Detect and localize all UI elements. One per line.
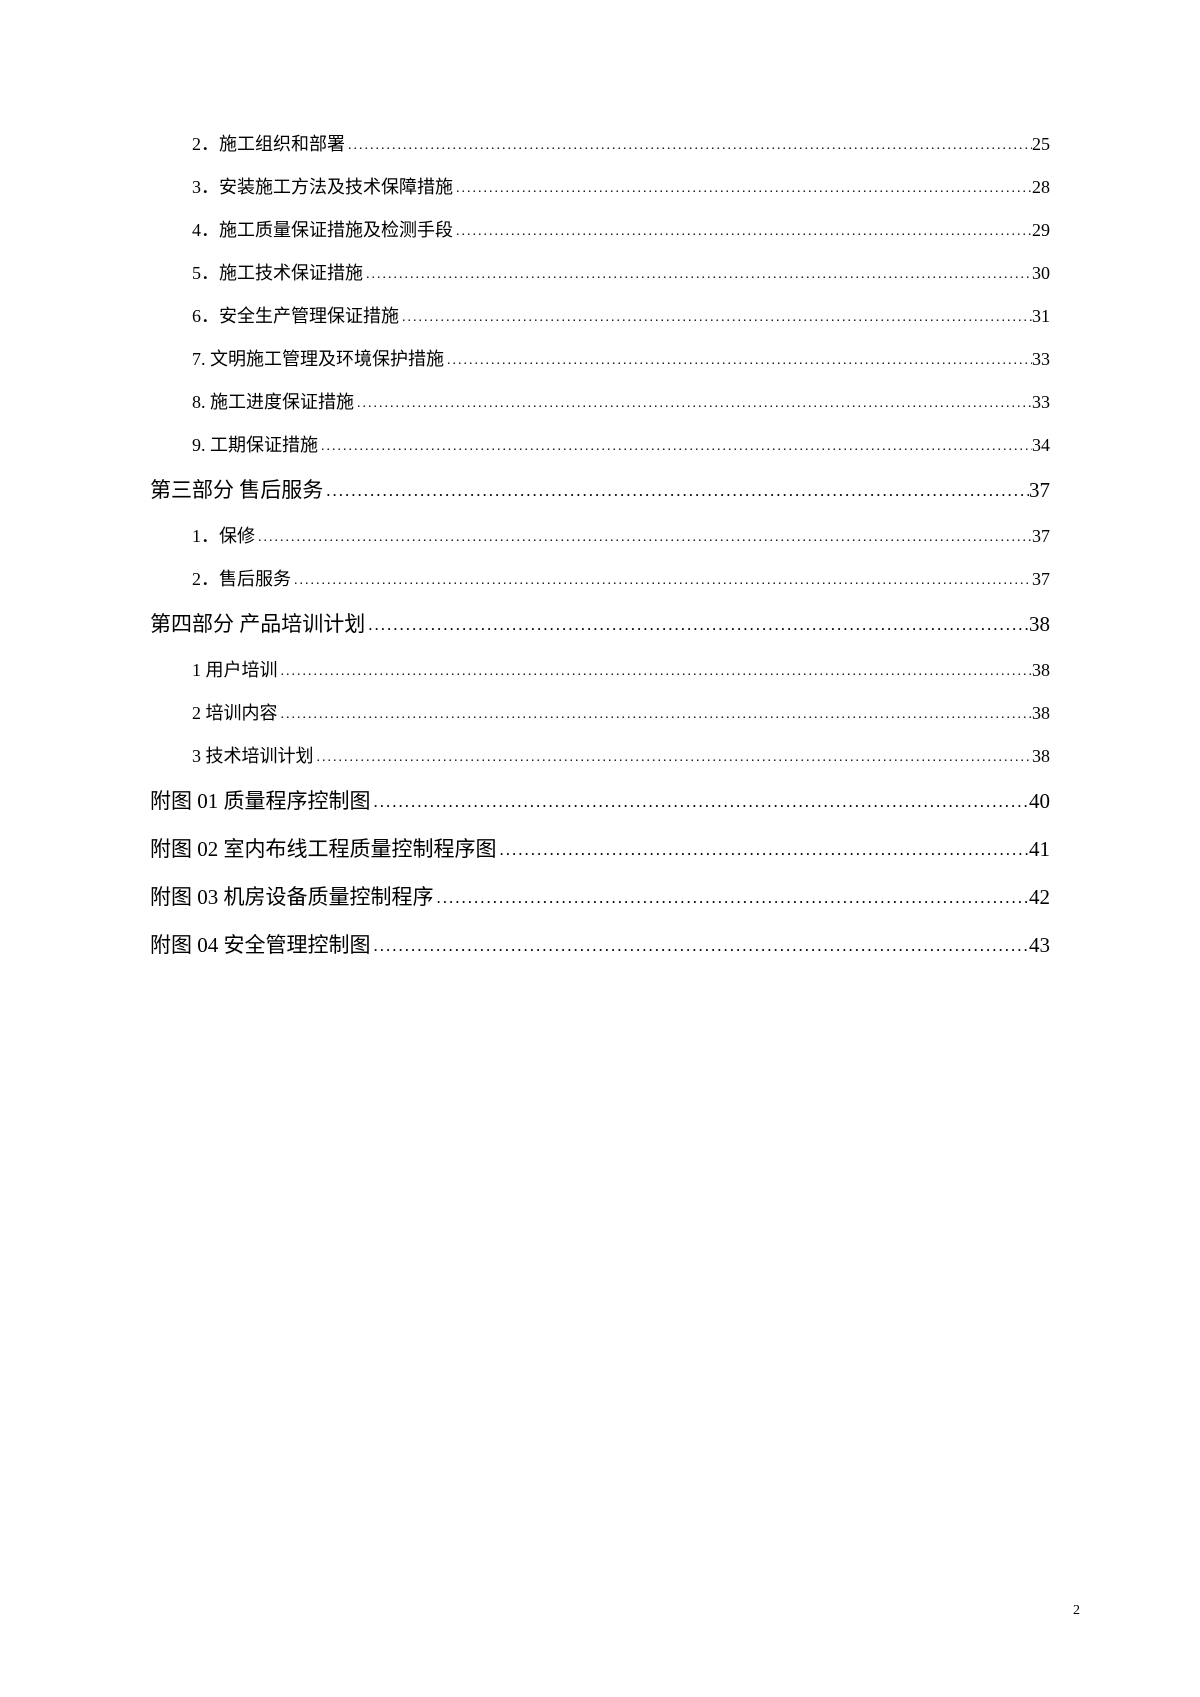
toc-entry: 1 用户培训..................................… bbox=[150, 656, 1050, 682]
toc-leader-dots: ........................................… bbox=[314, 750, 1033, 766]
toc-leader-dots: ........................................… bbox=[434, 888, 1030, 908]
toc-label: 7. 文明施工管理及环境保护措施 bbox=[192, 345, 444, 371]
toc-page-number: 31 bbox=[1032, 306, 1050, 327]
toc-label: 1．保修 bbox=[192, 522, 255, 548]
toc-leader-dots: ........................................… bbox=[453, 224, 1032, 240]
toc-page-number: 33 bbox=[1032, 349, 1050, 370]
toc-page-number: 38 bbox=[1032, 746, 1050, 767]
toc-leader-dots: ........................................… bbox=[345, 138, 1032, 154]
toc-page-number: 38 bbox=[1032, 660, 1050, 681]
toc-entry: 附图 02 室内布线工程质量控制程序图.....................… bbox=[150, 833, 1050, 863]
toc-label: 8. 施工进度保证措施 bbox=[192, 388, 354, 414]
toc-label: 附图 03 机房设备质量控制程序 bbox=[150, 881, 434, 911]
toc-entry: 8. 施工进度保证措施.............................… bbox=[150, 388, 1050, 414]
toc-page-number: 34 bbox=[1032, 435, 1050, 456]
toc-label: 第三部分 售后服务 bbox=[150, 474, 323, 504]
toc-leader-dots: ........................................… bbox=[453, 181, 1032, 197]
toc-leader-dots: ........................................… bbox=[363, 267, 1032, 283]
toc-leader-dots: ........................................… bbox=[278, 664, 1033, 680]
toc-label: 6．安全生产管理保证措施 bbox=[192, 302, 399, 328]
toc-label: 第四部分 产品培训计划 bbox=[150, 608, 365, 638]
toc-page-number: 37 bbox=[1029, 478, 1050, 503]
toc-page-number: 29 bbox=[1032, 220, 1050, 241]
toc-entry: 4．施工质量保证措施及检测手段.........................… bbox=[150, 216, 1050, 242]
toc-entry: 附图 01 质量程序控制图...........................… bbox=[150, 785, 1050, 815]
toc-label: 2．售后服务 bbox=[192, 565, 291, 591]
toc-leader-dots: ........................................… bbox=[444, 353, 1032, 369]
toc-entry: 5．施工技术保证措施..............................… bbox=[150, 259, 1050, 285]
toc-entry: 3．安装施工方法及技术保障措施.........................… bbox=[150, 173, 1050, 199]
toc-entry: 3 技术培训计划................................… bbox=[150, 742, 1050, 768]
toc-leader-dots: ........................................… bbox=[291, 573, 1032, 589]
toc-entry: 1．保修....................................… bbox=[150, 522, 1050, 548]
toc-leader-dots: ........................................… bbox=[371, 792, 1030, 812]
toc-entry: 7. 文明施工管理及环境保护措施........................… bbox=[150, 345, 1050, 371]
toc-entry: 9. 工期保证措施...............................… bbox=[150, 431, 1050, 457]
toc-page-number: 28 bbox=[1032, 177, 1050, 198]
toc-leader-dots: ........................................… bbox=[399, 310, 1032, 326]
toc-page-number: 40 bbox=[1029, 789, 1050, 814]
toc-label: 2 培训内容 bbox=[192, 699, 278, 725]
toc-page-number: 38 bbox=[1029, 612, 1050, 637]
toc-page-number: 33 bbox=[1032, 392, 1050, 413]
table-of-contents: 2．施工组织和部署...............................… bbox=[150, 130, 1050, 959]
toc-leader-dots: ........................................… bbox=[323, 481, 1029, 501]
toc-page-number: 37 bbox=[1032, 569, 1050, 590]
toc-label: 4．施工质量保证措施及检测手段 bbox=[192, 216, 453, 242]
toc-entry: 附图 03 机房设备质量控制程序........................… bbox=[150, 881, 1050, 911]
toc-page-number: 30 bbox=[1032, 263, 1050, 284]
toc-entry: 第三部分 售后服务...............................… bbox=[150, 474, 1050, 504]
toc-label: 9. 工期保证措施 bbox=[192, 431, 318, 457]
toc-entry: 2．施工组织和部署...............................… bbox=[150, 130, 1050, 156]
toc-page-number: 38 bbox=[1032, 703, 1050, 724]
toc-entry: 2．售后服务..................................… bbox=[150, 565, 1050, 591]
toc-entry: 第四部分 产品培训计划.............................… bbox=[150, 608, 1050, 638]
toc-entry: 2 培训内容..................................… bbox=[150, 699, 1050, 725]
toc-page-number: 37 bbox=[1032, 526, 1050, 547]
toc-entry: 附图 04 安全管理控制图...........................… bbox=[150, 929, 1050, 959]
toc-label: 3 技术培训计划 bbox=[192, 742, 314, 768]
toc-label: 附图 04 安全管理控制图 bbox=[150, 929, 371, 959]
toc-label: 2．施工组织和部署 bbox=[192, 130, 345, 156]
toc-page-number: 25 bbox=[1032, 134, 1050, 155]
toc-entry: 6．安全生产管理保证措施............................… bbox=[150, 302, 1050, 328]
toc-label: 5．施工技术保证措施 bbox=[192, 259, 363, 285]
toc-leader-dots: ........................................… bbox=[354, 396, 1032, 412]
toc-page-number: 42 bbox=[1029, 885, 1050, 910]
page-number: 2 bbox=[1073, 1603, 1080, 1619]
toc-leader-dots: ........................................… bbox=[278, 707, 1033, 723]
toc-page-number: 43 bbox=[1029, 933, 1050, 958]
toc-leader-dots: ........................................… bbox=[497, 840, 1030, 860]
toc-label: 3．安装施工方法及技术保障措施 bbox=[192, 173, 453, 199]
toc-label: 附图 02 室内布线工程质量控制程序图 bbox=[150, 833, 497, 863]
toc-leader-dots: ........................................… bbox=[318, 439, 1032, 455]
toc-leader-dots: ........................................… bbox=[371, 936, 1030, 956]
toc-label: 1 用户培训 bbox=[192, 656, 278, 682]
toc-leader-dots: ........................................… bbox=[365, 615, 1029, 635]
toc-page-number: 41 bbox=[1029, 837, 1050, 862]
toc-leader-dots: ........................................… bbox=[255, 530, 1032, 546]
toc-label: 附图 01 质量程序控制图 bbox=[150, 785, 371, 815]
